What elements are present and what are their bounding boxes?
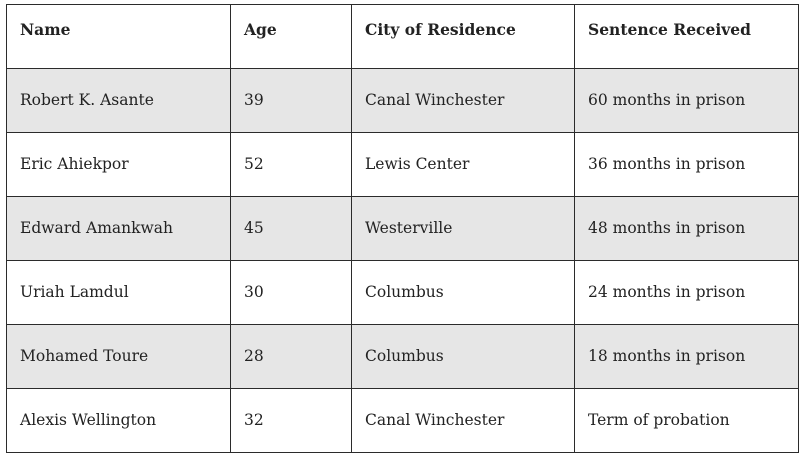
cell-sentence: Term of probation xyxy=(574,388,799,453)
cell-city: Canal Winchester xyxy=(351,388,575,453)
cell-name: Alexis Wellington xyxy=(6,388,231,453)
cell-sentence: 48 months in prison xyxy=(574,196,799,261)
sentencing-table-container: Name Age City of Residence Sentence Rece… xyxy=(6,4,799,453)
cell-age: 39 xyxy=(230,68,352,133)
table-row: Uriah Lamdul 30 Columbus 24 months in pr… xyxy=(6,260,799,325)
cell-city: Columbus xyxy=(351,324,575,389)
cell-age: 30 xyxy=(230,260,352,325)
table-row: Robert K. Asante 39 Canal Winchester 60 … xyxy=(6,68,799,133)
cell-age: 45 xyxy=(230,196,352,261)
header-age: Age xyxy=(230,4,352,69)
cell-name: Robert K. Asante xyxy=(6,68,231,133)
cell-city: Canal Winchester xyxy=(351,68,575,133)
cell-sentence: 36 months in prison xyxy=(574,132,799,197)
table-row: Mohamed Toure 28 Columbus 18 months in p… xyxy=(6,324,799,389)
cell-age: 32 xyxy=(230,388,352,453)
cell-sentence: 24 months in prison xyxy=(574,260,799,325)
table-header-row: Name Age City of Residence Sentence Rece… xyxy=(6,4,799,69)
sentencing-table: Name Age City of Residence Sentence Rece… xyxy=(6,4,799,453)
table-row: Alexis Wellington 32 Canal Winchester Te… xyxy=(6,388,799,453)
cell-name: Edward Amankwah xyxy=(6,196,231,261)
cell-name: Eric Ahiekpor xyxy=(6,132,231,197)
cell-name: Mohamed Toure xyxy=(6,324,231,389)
header-sentence: Sentence Received xyxy=(574,4,799,69)
cell-age: 28 xyxy=(230,324,352,389)
cell-age: 52 xyxy=(230,132,352,197)
cell-sentence: 60 months in prison xyxy=(574,68,799,133)
cell-city: Columbus xyxy=(351,260,575,325)
cell-city: Westerville xyxy=(351,196,575,261)
header-city: City of Residence xyxy=(351,4,575,69)
table-row: Eric Ahiekpor 52 Lewis Center 36 months … xyxy=(6,132,799,197)
table-row: Edward Amankwah 45 Westerville 48 months… xyxy=(6,196,799,261)
cell-name: Uriah Lamdul xyxy=(6,260,231,325)
cell-sentence: 18 months in prison xyxy=(574,324,799,389)
header-name: Name xyxy=(6,4,231,69)
cell-city: Lewis Center xyxy=(351,132,575,197)
